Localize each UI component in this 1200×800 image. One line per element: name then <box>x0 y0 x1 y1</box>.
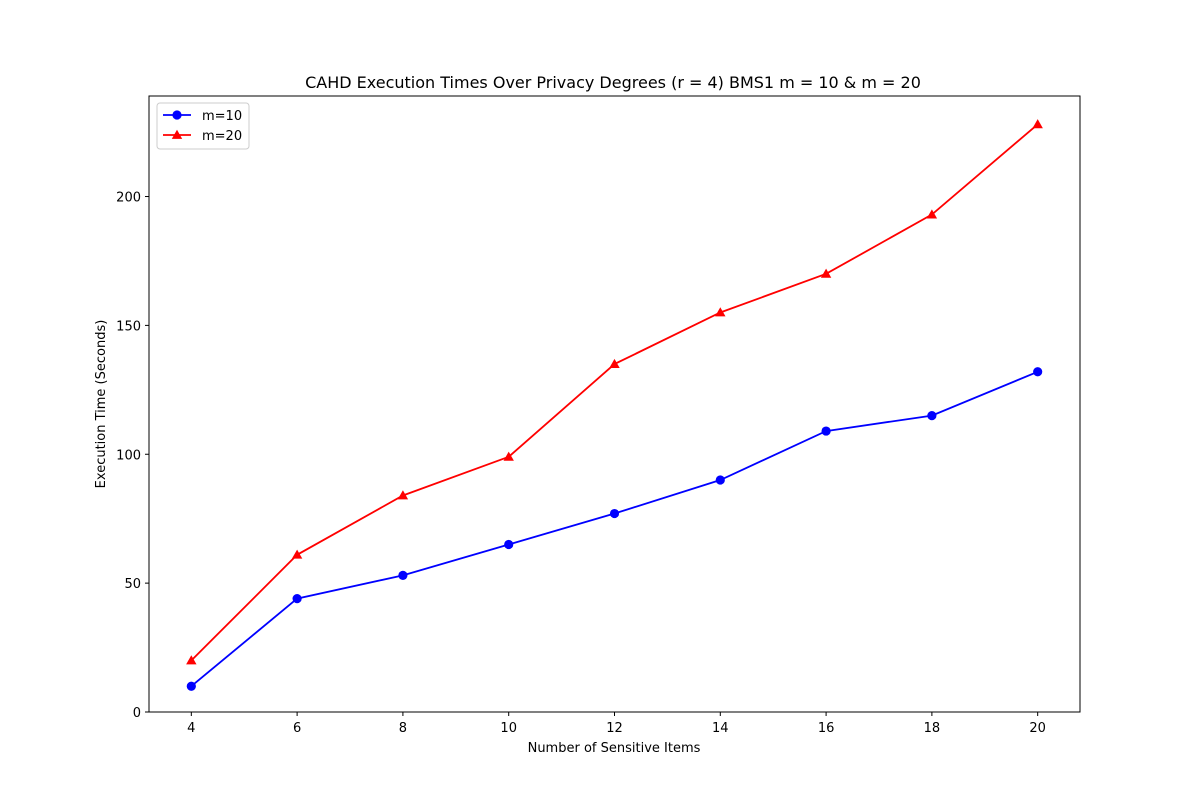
data-point <box>609 508 620 519</box>
data-point <box>397 490 409 500</box>
legend-marker <box>172 110 182 120</box>
data-point <box>609 358 620 368</box>
x-tick-label: 20 <box>1029 721 1046 736</box>
legend-entry: m=10 <box>163 109 242 124</box>
plot-area <box>186 119 1043 691</box>
y-tick-label: 50 <box>124 577 141 592</box>
x-tick-label: 10 <box>500 721 517 736</box>
data-point <box>186 655 197 665</box>
y-tick-label: 100 <box>116 448 141 463</box>
chart-title: CAHD Execution Times Over Privacy Degree… <box>305 73 921 92</box>
x-tick-label: 8 <box>399 721 407 736</box>
data-point <box>1033 367 1043 377</box>
legend-marker <box>171 129 183 139</box>
data-point <box>291 549 303 559</box>
legend-label: m=20 <box>202 129 242 144</box>
y-tick-label: 0 <box>133 706 141 721</box>
y-axis-label: Execution Time (Seconds) <box>94 320 109 489</box>
series-m=20 <box>186 119 1043 665</box>
legend: m=10 m=20 <box>156 102 250 150</box>
data-point <box>927 410 937 421</box>
legend-entry: m=20 <box>163 129 242 144</box>
data-point <box>821 426 831 436</box>
x-tick-label: 12 <box>606 721 623 736</box>
x-tick-label: 4 <box>187 721 195 736</box>
data-point <box>715 307 726 317</box>
x-tick-label: 6 <box>293 721 301 736</box>
series-m=10 <box>186 367 1043 691</box>
x-tick-label: 16 <box>818 721 835 736</box>
data-point <box>1032 119 1043 129</box>
x-axis-label: Number of Sensitive Items <box>528 741 701 756</box>
data-point <box>398 570 408 580</box>
data-point <box>186 681 196 691</box>
data-point <box>715 475 725 485</box>
data-point <box>504 539 514 550</box>
legend-label: m=10 <box>202 109 242 124</box>
data-point <box>820 268 832 278</box>
y-tick-label: 150 <box>116 319 141 334</box>
data-point <box>503 451 514 461</box>
data-point <box>926 209 938 219</box>
y-tick-label: 200 <box>116 191 141 206</box>
data-point <box>292 593 302 604</box>
x-tick-label: 18 <box>924 721 941 736</box>
x-tick-label: 14 <box>712 721 729 736</box>
